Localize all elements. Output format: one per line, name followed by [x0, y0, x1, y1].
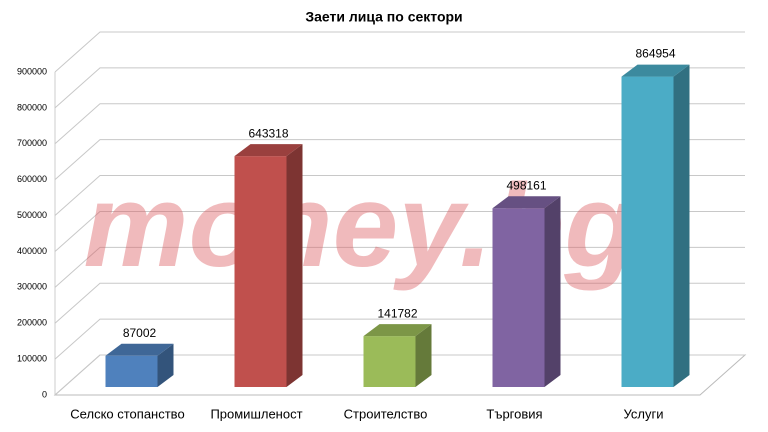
bar-top: [234, 144, 303, 157]
grid-line: [54, 31, 745, 73]
bar: [363, 324, 432, 387]
grid-line: [54, 103, 745, 145]
y-tick-label: 200000: [17, 318, 47, 328]
bar: [105, 343, 174, 387]
y-tick-label: 400000: [17, 246, 47, 256]
x-tick-label: Промишленост: [210, 406, 302, 421]
bar: [621, 64, 690, 387]
x-tick-label: Услуги: [624, 406, 664, 421]
data-label: 141782: [377, 306, 417, 320]
x-tick-label: Търговия: [486, 406, 542, 421]
grid-line: [54, 139, 745, 181]
bar-top: [363, 324, 432, 337]
y-tick-label: 700000: [17, 138, 47, 148]
bar-side: [415, 324, 432, 387]
bar-side: [286, 144, 303, 387]
bar-top: [105, 343, 174, 356]
data-label: 498161: [506, 178, 546, 192]
y-tick-label: 300000: [17, 282, 47, 292]
y-tick-label: 100000: [17, 353, 47, 363]
bar-front: [363, 336, 416, 387]
bar-front: [105, 355, 158, 387]
grid-line: [54, 67, 745, 109]
y-tick-label: 600000: [17, 174, 47, 184]
bar-side: [157, 343, 174, 387]
bar-top: [621, 64, 690, 77]
data-label: 864954: [635, 47, 675, 61]
bar-front: [492, 208, 545, 387]
data-label: 87002: [123, 326, 157, 340]
bar-side: [673, 64, 690, 387]
y-tick-label: 0: [42, 389, 47, 399]
x-tick-label: Селско стопанство: [70, 406, 184, 421]
bar: [234, 144, 303, 387]
y-tick-label: 800000: [17, 102, 47, 112]
bar-front: [621, 76, 674, 387]
bar-front: [234, 156, 287, 387]
bar-side: [544, 196, 561, 387]
bar: [492, 196, 561, 387]
data-label: 643318: [248, 126, 288, 140]
grid-line: [54, 175, 745, 216]
y-tick-label: 900000: [17, 66, 47, 76]
x-tick-label: Строителство: [344, 406, 428, 421]
bar-top: [492, 196, 561, 209]
chart-title: Заети лица по сектори: [305, 9, 462, 25]
y-tick-label: 500000: [17, 210, 47, 220]
